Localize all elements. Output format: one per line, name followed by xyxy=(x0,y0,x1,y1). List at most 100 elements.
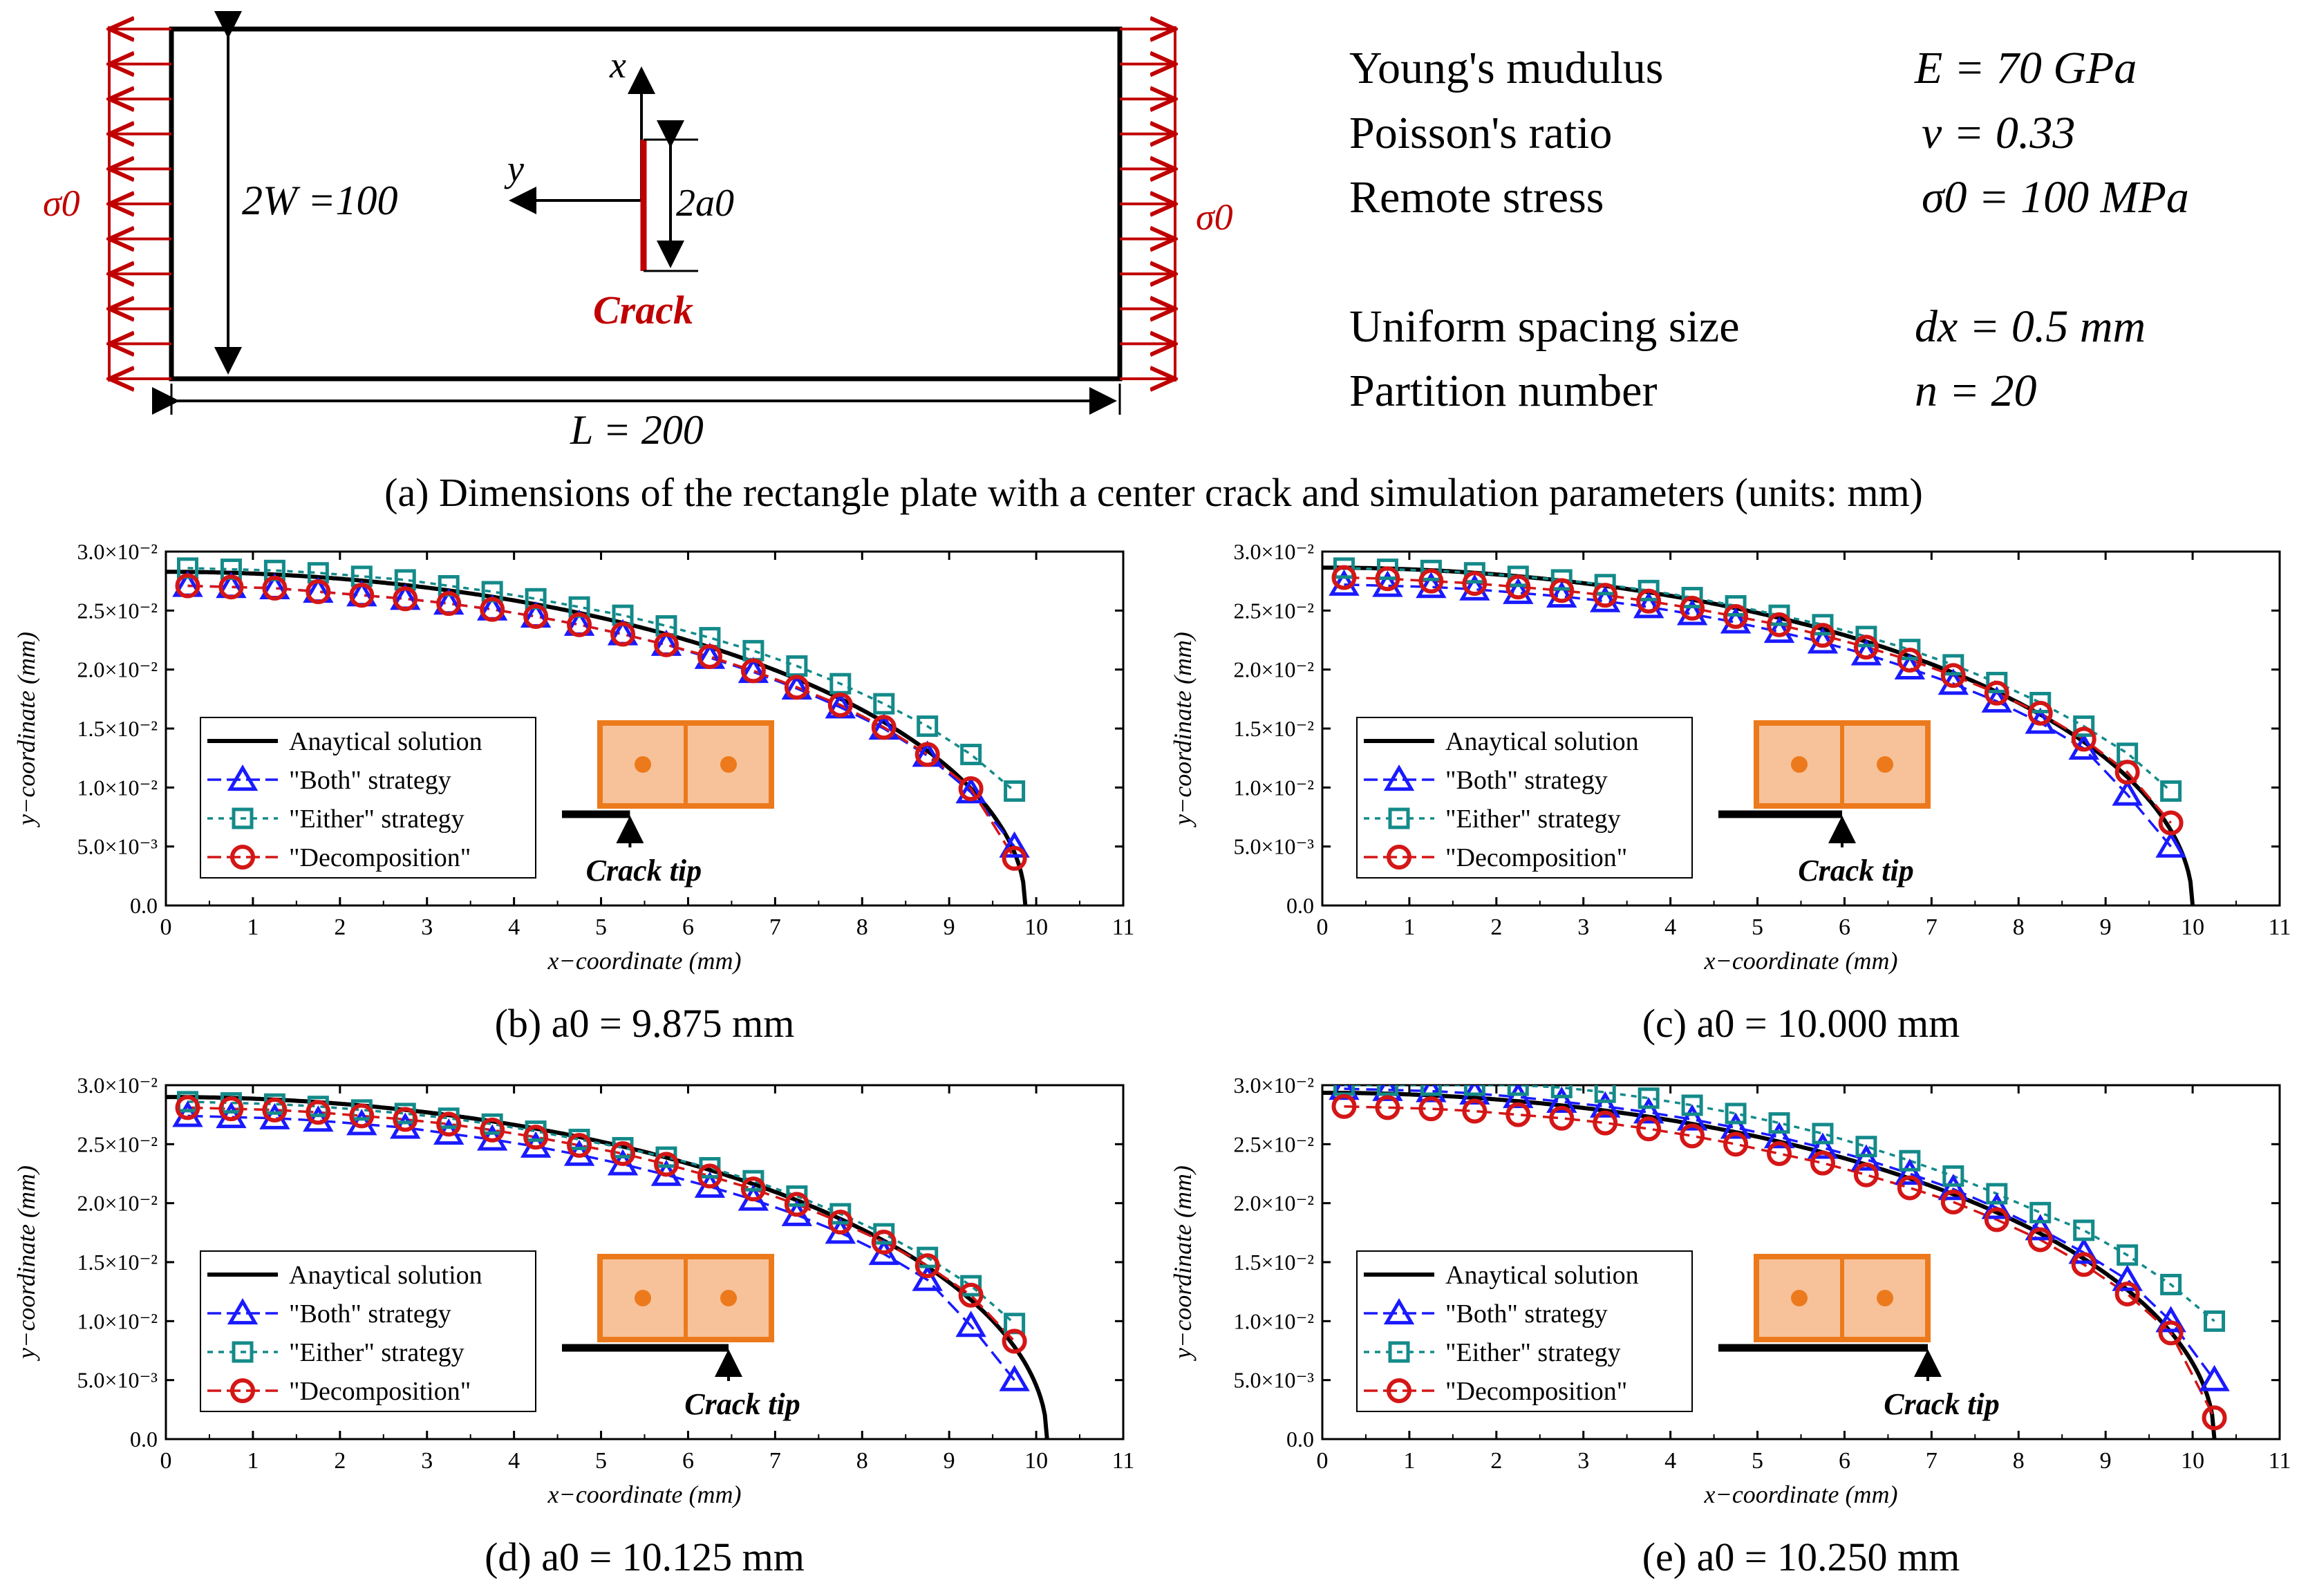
decomp-marker xyxy=(349,1103,375,1129)
either-marker xyxy=(2204,1310,2226,1332)
both-marker xyxy=(955,777,986,804)
y-tick-label: 1.0×10⁻² xyxy=(77,1308,158,1333)
y-axis-label: y−coordinate (mm) xyxy=(1169,1165,1197,1361)
plate-schematic: σ0 σ0 2W =100 L = 200 x y 2a0 Crack xyxy=(43,11,1233,453)
either-marker xyxy=(1550,569,1573,591)
x-tick-label: 11 xyxy=(2269,914,2291,940)
either-marker xyxy=(1942,1165,1964,1187)
cell-center-dot xyxy=(1877,756,1893,773)
decomp-marker xyxy=(1505,574,1531,600)
decomp-marker xyxy=(1387,1378,1411,1403)
decomp-marker xyxy=(436,1111,462,1137)
either-marker xyxy=(960,1275,982,1297)
cell-center-dot xyxy=(720,756,737,773)
decomp-marker xyxy=(653,632,679,657)
x-axis-label: x−coordinate (mm) xyxy=(547,947,742,975)
either-marker xyxy=(1507,1085,1529,1096)
legend-box xyxy=(200,717,536,879)
chart-panel: 0 1 2 3 4 5 6 7 8 9 10 11 0.0 5.0×10⁻³ 1.0×10⁻² 1.5×10⁻… xyxy=(12,539,1134,1046)
either-marker xyxy=(1986,671,2008,693)
both-marker xyxy=(1633,1097,1664,1124)
decomp-marker xyxy=(2158,1320,2184,1346)
plot-area xyxy=(1322,557,2195,905)
x-tick-label: 1 xyxy=(1403,914,1415,940)
both-marker xyxy=(2112,779,2143,806)
decomp-marker xyxy=(2071,726,2096,752)
crack-tip-label: Crack tip xyxy=(1884,1387,1999,1421)
x-tick-label: 3 xyxy=(1577,1448,1589,1474)
y-tick-label: 2.0×10⁻² xyxy=(1233,1191,1314,1216)
x-tick-label: 6 xyxy=(682,1448,694,1474)
crack-length-label: 2a0 xyxy=(676,182,734,225)
x-tick-label: 6 xyxy=(1839,914,1850,940)
legend-decomp-label: "Decomposition" xyxy=(1445,843,1627,872)
decomp-series-line xyxy=(187,1106,1015,1342)
plot-area xyxy=(1322,1085,2230,1439)
legend-analytical-label: Anaytical solution xyxy=(1445,727,1639,756)
y-tick-label: 5.0×10⁻³ xyxy=(1233,834,1314,859)
decomp-marker xyxy=(784,1192,809,1217)
x-tick-label: 10 xyxy=(2181,1448,2204,1474)
either-marker xyxy=(1004,780,1026,802)
both-marker xyxy=(1546,1086,1577,1113)
either-marker xyxy=(1638,579,1660,601)
either-marker xyxy=(1855,1136,1877,1158)
decomp-marker xyxy=(1418,568,1444,594)
either-marker xyxy=(1376,1085,1398,1096)
both-marker xyxy=(2199,1364,2230,1391)
legend-decomp-label: "Decomposition" xyxy=(289,1377,471,1406)
param-name-0: Young's mudulus xyxy=(1349,43,1664,93)
decomp-marker xyxy=(1462,571,1488,597)
either-marker xyxy=(1681,587,1703,609)
legend-analytical-label: Anaytical solution xyxy=(1445,1261,1639,1290)
y-axis-name: y xyxy=(504,148,524,189)
param-name-1: Poisson's ratio xyxy=(1349,108,1612,158)
both-marker xyxy=(1807,1132,1839,1159)
both-marker xyxy=(2068,1237,2099,1264)
x-tick-label: 10 xyxy=(2181,914,2204,940)
decomp-marker xyxy=(230,1378,255,1403)
y-tick-label: 1.0×10⁻² xyxy=(77,775,158,800)
parameters-table: Young's mudulus E = 70 GPa Poisson's rat… xyxy=(1349,43,2189,416)
decomp-marker xyxy=(1767,1140,1792,1166)
decomp-marker xyxy=(1897,648,1922,673)
chart-caption: (e) a0 = 10.250 mm xyxy=(1642,1534,1960,1579)
left-stress-arrows xyxy=(109,26,171,382)
cell-center-dot xyxy=(1877,1290,1893,1306)
x-tick-label: 4 xyxy=(1664,1448,1676,1474)
y-axis-label: y−coordinate (mm) xyxy=(12,632,40,827)
decomp-marker xyxy=(958,1282,984,1308)
both-marker xyxy=(1938,1174,1969,1201)
decomp-marker xyxy=(567,1133,592,1158)
both-marker xyxy=(1720,607,1752,634)
x-tick-label: 4 xyxy=(1664,914,1676,940)
decomp-marker xyxy=(1853,635,1879,660)
y-tick-label: 2.0×10⁻² xyxy=(77,657,158,682)
x-tick-label: 7 xyxy=(769,914,781,940)
either-marker xyxy=(1420,559,1442,581)
y-tick-label: 1.0×10⁻² xyxy=(1233,1308,1314,1333)
either-marker xyxy=(1507,565,1529,588)
x-tick-label: 5 xyxy=(595,1448,607,1474)
x-tick-label: 0 xyxy=(1317,914,1329,940)
chart-panel: 0 1 2 3 4 5 6 7 8 9 10 11 0.0 5.0×10⁻³ 1.0×10⁻² 1.5×10⁻… xyxy=(1169,1073,2291,1579)
x-tick-label: 4 xyxy=(508,914,520,940)
both-marker xyxy=(1590,1091,1621,1118)
legend-both-label: "Both" strategy xyxy=(1445,766,1608,795)
x-axis-name: x xyxy=(609,44,626,86)
decomp-marker xyxy=(1593,583,1618,608)
decomp-marker xyxy=(1723,1132,1749,1157)
decomp-marker xyxy=(914,1253,940,1279)
param-name-4: Partition number xyxy=(1349,366,1657,416)
either-marker xyxy=(2029,1201,2052,1223)
decomp-marker xyxy=(827,692,853,717)
both-marker xyxy=(2112,1264,2143,1291)
decomp-marker xyxy=(306,579,331,605)
decomp-marker xyxy=(1418,1096,1444,1122)
either-marker xyxy=(1333,557,1355,579)
decomp-marker xyxy=(523,1125,549,1150)
decomp-marker xyxy=(2158,810,2184,836)
both-marker xyxy=(227,764,259,791)
right-stress-arrows xyxy=(1120,26,1175,382)
decomp-marker xyxy=(1002,1329,1027,1354)
